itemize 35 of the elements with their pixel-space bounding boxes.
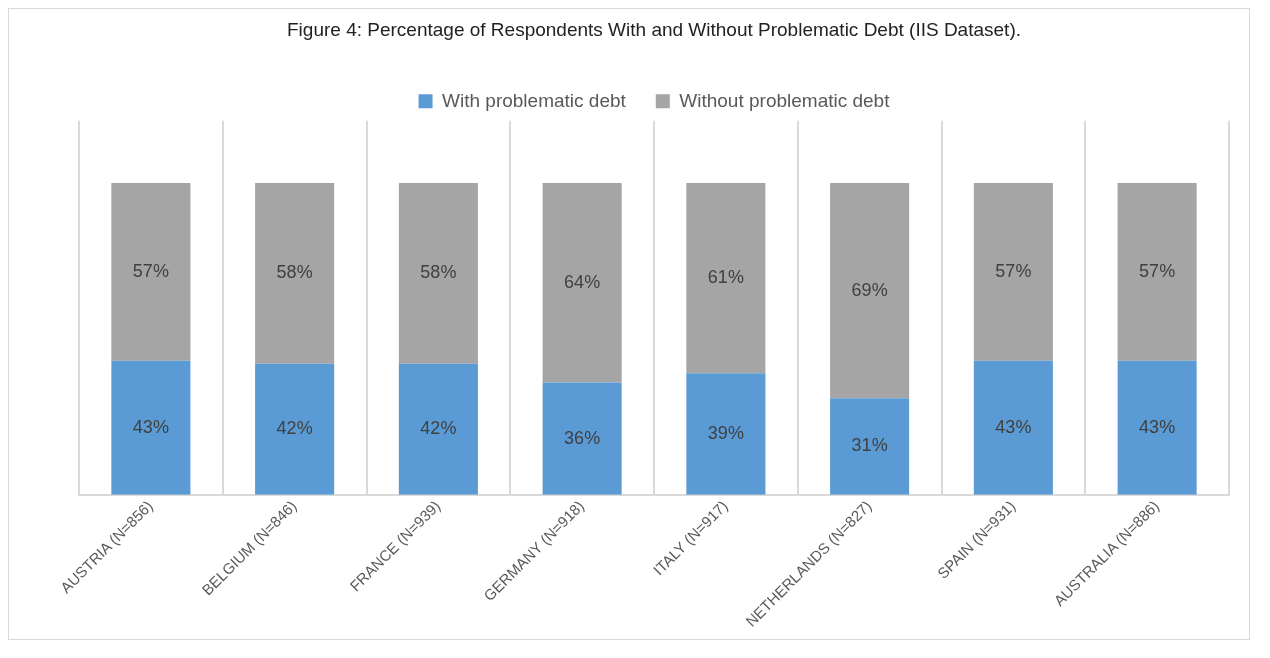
data-label: 36% <box>564 427 601 448</box>
bar <box>973 183 1053 361</box>
data-label: 58% <box>276 262 313 283</box>
bar <box>973 360 1053 495</box>
legend-label: Without problematic debt <box>679 89 891 111</box>
legend-label: With problematic debt <box>442 89 627 111</box>
bar <box>542 382 622 495</box>
bar <box>255 363 335 495</box>
data-label: 42% <box>276 418 313 439</box>
data-label: 43% <box>995 416 1032 437</box>
bar <box>1117 360 1197 495</box>
data-label: 64% <box>564 271 601 292</box>
bar <box>830 398 910 495</box>
bar <box>111 360 191 495</box>
data-label: 57% <box>995 260 1032 281</box>
data-label: 57% <box>1139 260 1176 281</box>
data-label: 31% <box>851 435 888 456</box>
bar <box>398 363 478 495</box>
bar <box>111 183 191 361</box>
data-label: 43% <box>132 416 169 437</box>
data-label: 61% <box>707 267 744 288</box>
data-label: 58% <box>420 262 457 283</box>
bar <box>542 183 622 383</box>
data-label: 39% <box>707 422 744 443</box>
bar <box>398 183 478 364</box>
bar <box>1117 183 1197 361</box>
data-label: 69% <box>851 279 888 300</box>
bar <box>830 183 910 399</box>
bar <box>686 373 766 495</box>
data-label: 42% <box>420 418 457 439</box>
chart-title: Figure 4: Percentage of Respondents With and Without Problematic Debt (IIS Dataset). <box>287 18 1021 40</box>
data-label: 57% <box>132 260 169 281</box>
data-label: 43% <box>1139 416 1176 437</box>
bar <box>255 183 335 364</box>
bar <box>686 183 766 374</box>
